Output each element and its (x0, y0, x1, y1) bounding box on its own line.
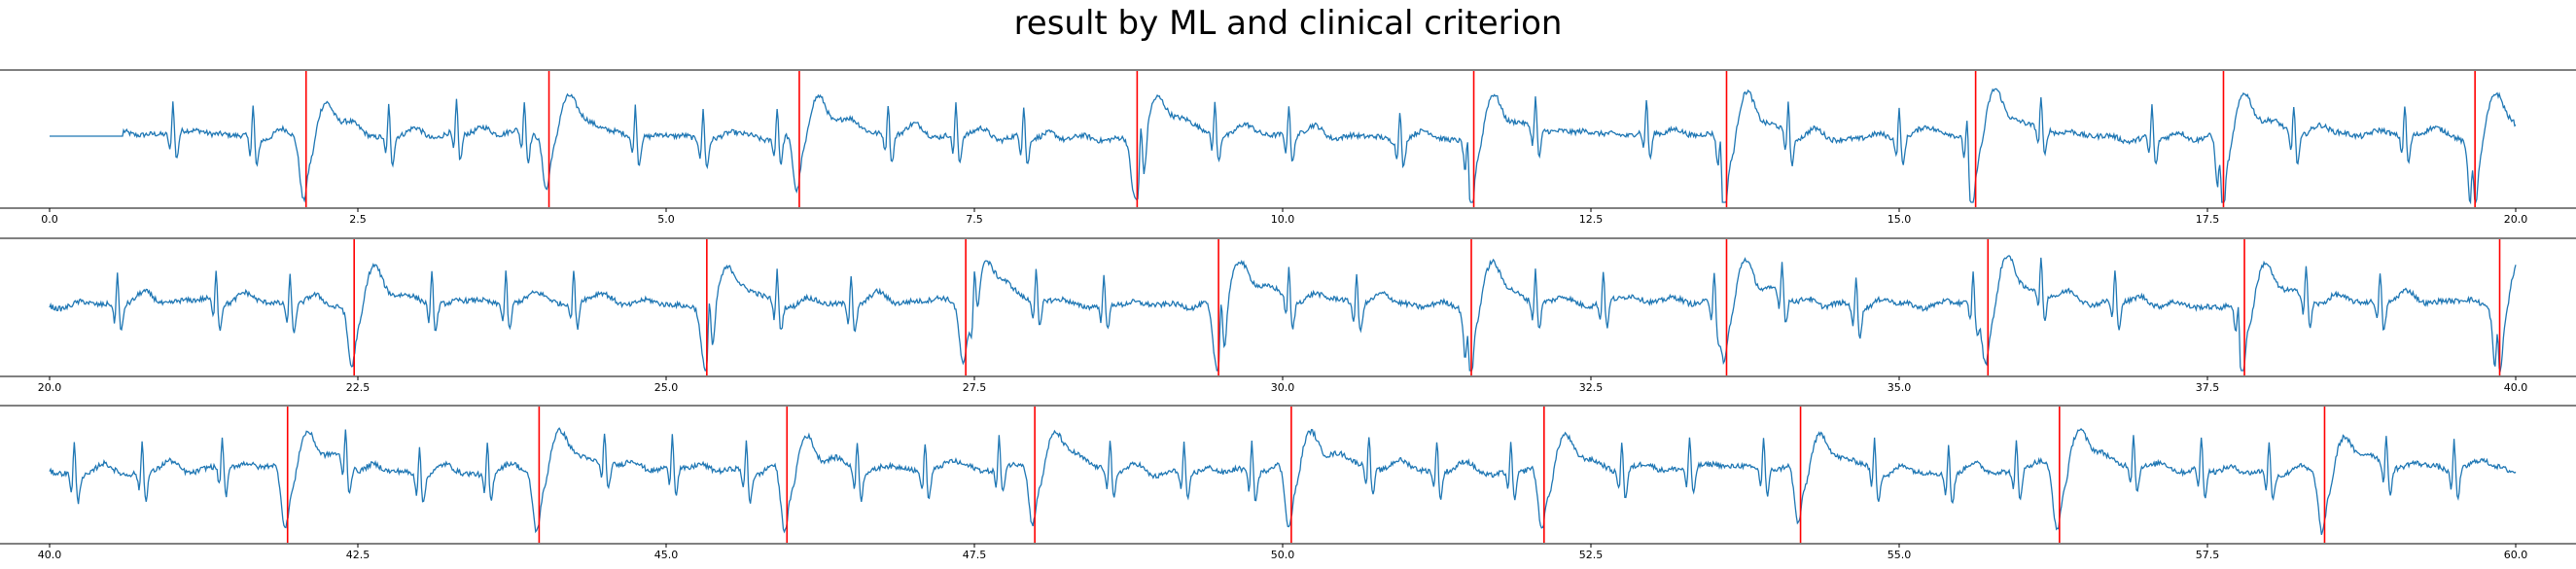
panel-3: 40.0 42.5 45.0 47.5 50.0 52.5 55.0 57.5 60.0 (0, 405, 2576, 561)
x-tick-label: 57.5 (2196, 549, 2220, 561)
ecg-trace (50, 88, 2517, 205)
x-tick-label: 25.0 (654, 381, 679, 394)
panel-1: 0.0 2.5 5.0 7.5 10.0 12.5 15.0 17.5 20.0 (0, 69, 2576, 226)
x-tick-label: 42.5 (346, 549, 371, 561)
x-tick-label: 55.0 (1888, 549, 1912, 561)
x-tick-label: 20.0 (2504, 213, 2528, 226)
x-tick-label: 40.0 (2504, 381, 2528, 394)
ecg-trace (49, 427, 2517, 535)
x-tick-label: 32.5 (1579, 381, 1604, 394)
x-tick-label: 17.5 (2196, 213, 2220, 226)
figure-title: result by ML and clinical criterion (1013, 4, 1563, 43)
x-tick-label: 0.0 (41, 213, 58, 226)
x-tick-label: 50.0 (1271, 549, 1295, 561)
x-tick-label: 7.5 (966, 213, 983, 226)
x-tick-label: 37.5 (2196, 381, 2220, 394)
x-tick-label: 35.0 (1888, 381, 1912, 394)
x-tick-label: 10.0 (1271, 213, 1295, 226)
x-tick-label: 40.0 (38, 549, 62, 561)
x-tick-label: 60.0 (2504, 549, 2528, 561)
x-tick-label: 12.5 (1579, 213, 1604, 226)
x-tick-label: 15.0 (1888, 213, 1912, 226)
x-tick-label: 45.0 (654, 549, 679, 561)
x-tick-label: 22.5 (346, 381, 371, 394)
x-tick-label: 20.0 (38, 381, 62, 394)
x-tick-label: 2.5 (349, 213, 367, 226)
x-tick-label: 47.5 (963, 549, 987, 561)
ecg-trace (49, 255, 2517, 373)
x-tick-label: 5.0 (657, 213, 675, 226)
panel-2: 20.0 22.5 25.0 27.5 30.0 32.5 35.0 37.5 40.0 (0, 237, 2576, 394)
x-tick-label: 52.5 (1579, 549, 1604, 561)
x-tick-label: 30.0 (1271, 381, 1295, 394)
x-tick-label: 27.5 (963, 381, 987, 394)
